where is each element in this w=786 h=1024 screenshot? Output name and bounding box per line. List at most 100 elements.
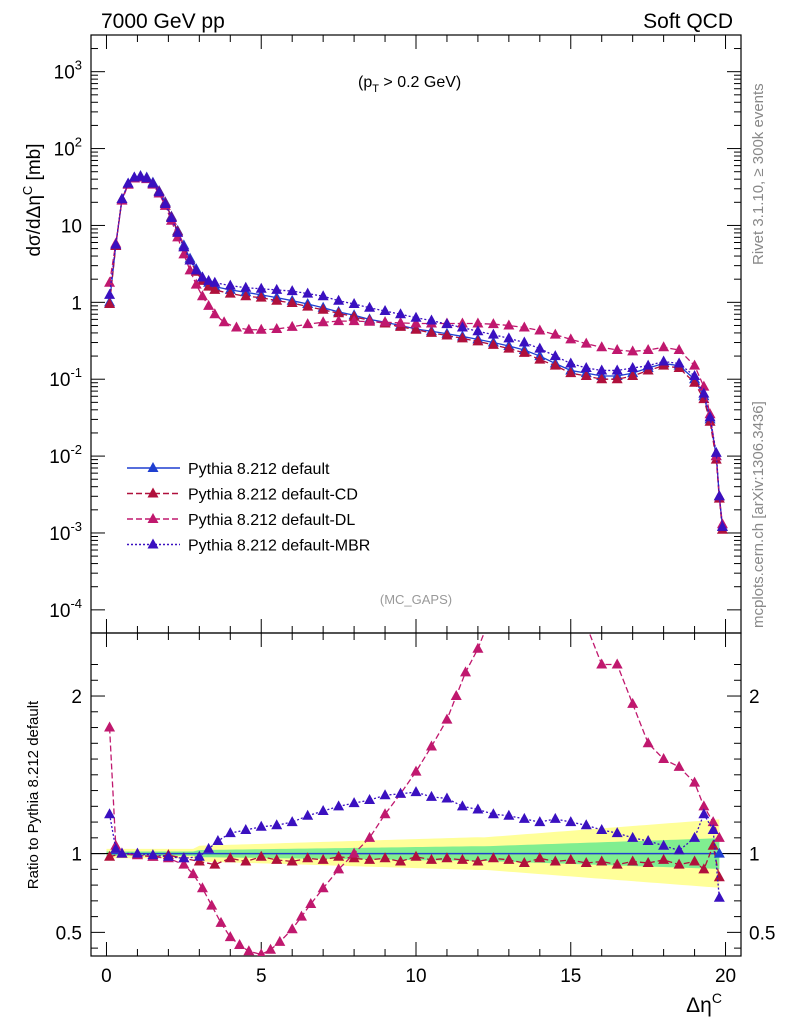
ratio-data-point: [196, 882, 208, 893]
data-point: [395, 316, 407, 327]
ratio-data-point: [611, 858, 623, 869]
y-tick-label: 102: [54, 135, 82, 161]
data-point: [441, 318, 453, 329]
ratio-data-point: [224, 931, 236, 942]
ratio-data-point: [255, 820, 267, 831]
ratio-data-point: [580, 857, 592, 868]
data-point: [178, 248, 190, 259]
ratio-data-point: [673, 844, 685, 855]
data-point: [472, 317, 484, 328]
data-point: [410, 317, 422, 328]
y-tick-label: 10: [61, 216, 82, 237]
data-point: [286, 320, 298, 331]
ratio-data-point: [689, 831, 701, 842]
ratio-data-point: [212, 834, 224, 845]
ratio-data-point: [456, 800, 468, 811]
ratio-data-point: [364, 831, 376, 842]
ratio-data-point: [286, 816, 298, 827]
data-point: [716, 520, 728, 531]
data-point: [286, 285, 298, 296]
ratio-data-point: [611, 658, 623, 669]
data-point: [410, 323, 422, 334]
data-point: [565, 367, 577, 378]
ratio-data-point: [286, 923, 298, 934]
ratio-data-point: [234, 938, 246, 949]
data-point: [710, 446, 722, 457]
ratio-data-point: [689, 776, 701, 787]
ratio-data-point: [302, 852, 314, 863]
ratio-data-point: [224, 827, 236, 838]
ratio-data-point: [482, 619, 493, 629]
ratio-data-point: [707, 816, 719, 827]
data-point: [122, 177, 134, 188]
data-point: [534, 324, 546, 335]
ratio-data-point: [410, 786, 422, 797]
ratio-data-point: [240, 855, 252, 866]
ratio-data-point: [565, 816, 577, 827]
ratio-data-point: [627, 697, 639, 708]
ratio-reference-point: [713, 847, 725, 858]
rivet-label: Rivet 3.1.10, ≥ 300k events: [750, 83, 767, 265]
header-right: Soft QCD: [643, 10, 733, 33]
data-point: [549, 350, 561, 361]
ratio-data-point: [487, 808, 499, 819]
ratio-data-point: [689, 855, 701, 866]
data-point: [698, 387, 710, 398]
analysis-label: (MC_GAPS): [380, 592, 452, 607]
y-tick-label: 10-4: [49, 596, 82, 622]
main-y-axis-title: dσ/dΔηC [mb]: [20, 143, 45, 256]
ratio-data-point: [425, 853, 437, 864]
ratio-y-tick-label: 2: [71, 687, 82, 708]
ratio-data-point: [658, 753, 670, 764]
ratio-data-point: [503, 853, 515, 864]
data-point: [627, 345, 639, 356]
data-point: [379, 305, 391, 316]
ratio-data-point: [549, 855, 561, 866]
data-point: [190, 264, 202, 275]
ratio-data-point: [460, 666, 472, 677]
data-point: [333, 294, 345, 305]
ratio-data-point: [364, 853, 376, 864]
ratio-data-point: [441, 713, 453, 724]
ratio-data-point: [673, 858, 685, 869]
data-point: [333, 315, 345, 326]
data-point: [190, 278, 202, 289]
data-point: [224, 287, 236, 298]
data-point: [580, 370, 592, 381]
ratio-data-point: [193, 850, 205, 861]
axes-ticks: 0 5 10 15 20 10-4 10-3 10-2 10-1 1 10 102 103 0.5 0.5 1…: [49, 34, 775, 987]
ratio-data-point: [456, 853, 468, 864]
data-point: [196, 290, 208, 301]
data-point: [271, 283, 283, 294]
data-point: [704, 411, 716, 422]
data-point: [518, 346, 530, 357]
ratio-data-point: [104, 721, 116, 732]
data-point: [487, 328, 499, 339]
data-point: [271, 294, 283, 305]
ratio-data-point: [147, 849, 159, 860]
legend-marker-2: [147, 513, 159, 523]
data-point: [104, 276, 116, 287]
y-tick-label: 1: [71, 293, 82, 314]
ratio-y-tick-label-right: 0.5: [749, 923, 775, 944]
data-point: [302, 287, 314, 298]
data-point: [472, 335, 484, 346]
data-point: [487, 318, 499, 329]
ratio-data-point: [472, 803, 484, 814]
data-point: [348, 315, 360, 326]
ratio-data-point: [658, 853, 670, 864]
header-left: 7000 GeV pp: [101, 10, 225, 33]
ratio-data-point: [333, 863, 345, 874]
data-point: [255, 323, 267, 334]
data-point: [503, 332, 515, 343]
data-point: [147, 177, 159, 188]
ratio-data-point: [534, 852, 546, 863]
data-point: [364, 301, 376, 312]
data-point: [441, 329, 453, 340]
ratio-data-point: [441, 792, 453, 803]
data-point: [104, 298, 116, 309]
ratio-data-point: [642, 737, 654, 748]
data-point: [689, 370, 701, 381]
ratio-data-point: [116, 847, 128, 858]
